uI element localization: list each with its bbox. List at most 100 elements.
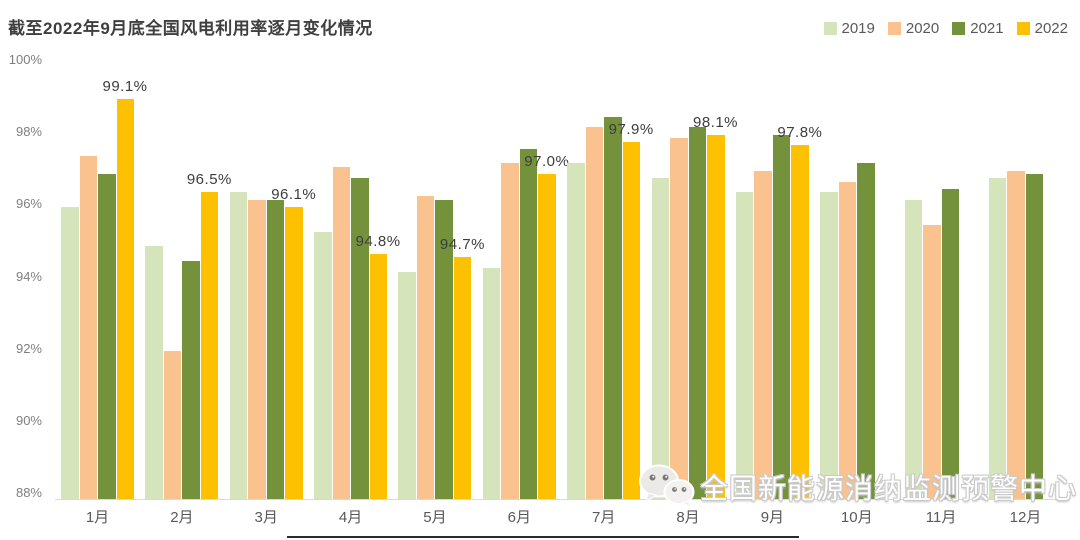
bar-group-10月: 10月	[820, 67, 893, 526]
legend-swatch-2019	[823, 22, 837, 35]
bottom-divider-line	[287, 536, 799, 538]
wechat-icon	[639, 464, 695, 510]
bar-2020-9月	[754, 170, 772, 499]
bar-2021-1月	[98, 174, 116, 499]
bar-2022-5月	[453, 257, 472, 499]
bar-2020-2月	[163, 351, 182, 499]
bar-2021-5月	[435, 199, 453, 499]
legend-item-2020: 2020	[887, 20, 940, 37]
bar-2019-5月	[398, 271, 416, 499]
legend-label: 2020	[905, 20, 940, 37]
bar-2021-11月	[941, 188, 960, 499]
bar-2019-9月	[735, 192, 754, 499]
legend-swatch-2022	[1016, 22, 1030, 35]
legend-item-2019: 2019	[823, 20, 875, 37]
bar-2019-8月	[651, 177, 670, 499]
bar-2022-2月	[200, 192, 219, 499]
bar-2021-8月	[688, 127, 707, 499]
bar-2022-7月	[622, 141, 641, 499]
x-axis-label-4月: 4月	[338, 509, 363, 526]
y-tick-label: 100%	[8, 52, 42, 67]
bar-group-5月: 94.7% 5月	[398, 67, 484, 526]
x-axis-label-6月: 6月	[507, 509, 531, 526]
data-label-2022-6月: 97.0%	[524, 153, 570, 171]
bar-group-11月: 11月	[904, 67, 978, 526]
bar-2020-1月	[79, 156, 97, 499]
bar-group-4月: 94.8% 4月	[314, 67, 400, 526]
data-label-2022-8月: 98.1%	[692, 113, 739, 131]
data-label-2022-2月: 96.5%	[186, 171, 232, 189]
bar-group-6月: 97.0% 6月	[482, 67, 569, 526]
bar-2020-12月	[1007, 170, 1025, 499]
legend-swatch-2021	[952, 22, 966, 35]
y-axis: 100% 98% 96% 94% 92% 90% 88%	[0, 52, 48, 500]
bar-group-3月: 96.1% 3月	[229, 67, 316, 526]
bar-2021-12月	[1025, 174, 1044, 499]
bar-2020-6月	[501, 163, 519, 499]
bar-2022-9月	[791, 145, 809, 499]
bar-group-12月: 12月	[988, 67, 1062, 526]
bar-2019-6月	[482, 268, 501, 499]
bar-2019-4月	[314, 232, 332, 499]
bar-group-2月: 96.5% 2月	[145, 67, 231, 526]
bar-2021-3月	[266, 199, 285, 499]
legend-label: 2022	[1034, 20, 1068, 37]
x-axis-label-11月: 11月	[925, 509, 957, 526]
legend-label: 2019	[841, 20, 875, 37]
data-label-2022-5月: 94.7%	[439, 236, 485, 254]
x-axis-label-8月: 8月	[676, 509, 700, 526]
bar-group-7月: 97.9% 7月	[567, 67, 653, 526]
bar-2021-9月	[772, 134, 791, 499]
x-axis-label-7月: 7月	[591, 509, 616, 526]
plot-area: 99.1% 1月 96.5% 2月 96.1% 3月 94.8% 4月 94.7% 5月 97.0%…	[55, 67, 1068, 526]
bar-group-1月: 99.1% 1月	[61, 67, 147, 526]
y-tick-label: 94%	[15, 268, 42, 284]
bar-2020-10月	[838, 181, 857, 499]
legend-swatch-2020	[887, 22, 901, 35]
bar-2021-4月	[351, 177, 369, 499]
bar-2020-5月	[416, 195, 435, 499]
bar-2020-4月	[332, 167, 351, 499]
bar-2022-4月	[369, 253, 388, 499]
bar-2021-6月	[519, 149, 538, 499]
legend-item-2021: 2021	[952, 20, 1004, 37]
x-axis-label-2月: 2月	[170, 509, 194, 526]
data-label-2022-9月: 97.8%	[777, 124, 823, 142]
bar-2019-1月	[61, 206, 79, 499]
x-axis-label-1月: 1月	[85, 509, 110, 526]
bar-2020-7月	[585, 127, 604, 499]
chart-title: 截至2022年9月底全国风电利用率逐月变化情况	[8, 19, 373, 38]
x-axis-label-12月: 12月	[1009, 509, 1042, 526]
y-tick-label: 90%	[15, 412, 42, 428]
bar-2020-3月	[248, 199, 266, 499]
data-label-2022-7月: 97.9%	[608, 120, 654, 138]
bar-group-9月: 97.8% 9月	[735, 67, 822, 526]
bar-group-8月: 98.1% 8月	[651, 67, 738, 526]
bar-2021-10月	[857, 163, 875, 499]
bar-2022-1月	[116, 98, 134, 499]
legend: 2019 2020 2021 2022	[823, 20, 1068, 37]
y-tick-label: 96%	[15, 196, 42, 212]
bar-2019-2月	[145, 246, 163, 499]
bar-2020-11月	[923, 224, 941, 499]
bar-2022-3月	[285, 206, 303, 499]
bar-2020-8月	[670, 138, 688, 499]
watermark-text: 全国新能源消纳监测预警中心	[700, 473, 1078, 504]
bar-2019-3月	[229, 192, 248, 499]
bar-2019-11月	[904, 199, 923, 499]
legend-item-2022: 2022	[1016, 20, 1068, 37]
bar-2019-10月	[820, 192, 838, 499]
x-axis-label-10月: 10月	[840, 509, 873, 526]
watermark: 全国新能源消纳监测预警中心	[638, 464, 1077, 510]
bar-2022-8月	[707, 134, 725, 499]
y-tick-label: 98%	[15, 124, 42, 140]
bar-2019-12月	[988, 177, 1007, 499]
x-axis-label-5月: 5月	[423, 509, 447, 526]
y-tick-label: 92%	[15, 340, 42, 356]
x-axis-label-3月: 3月	[254, 509, 278, 526]
data-label-2022-4月: 94.8%	[355, 232, 401, 250]
bar-2021-7月	[604, 116, 622, 499]
legend-label: 2021	[970, 20, 1004, 37]
bar-2019-7月	[567, 163, 585, 499]
